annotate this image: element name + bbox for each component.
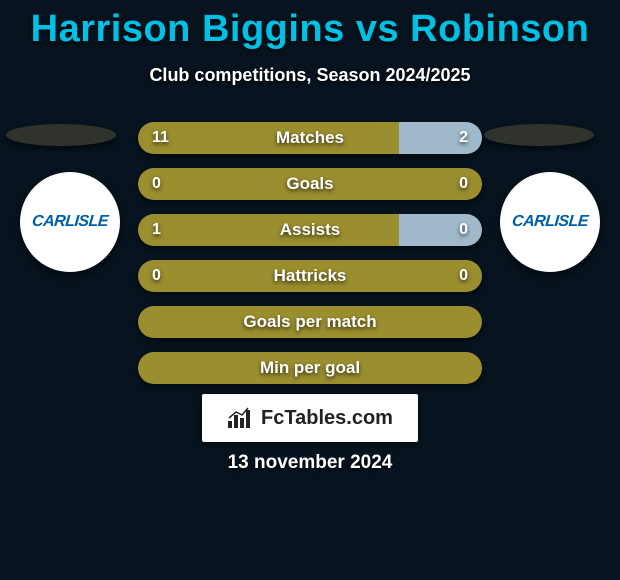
stat-value-right: 0: [459, 168, 468, 200]
stat-row: Hattricks0 0: [138, 260, 482, 292]
stat-value-right: 0: [459, 260, 468, 292]
stat-row: Matches11 2: [138, 122, 482, 154]
comparison-title: Harrison Biggins vs Robinson: [0, 0, 620, 51]
brand-text: FcTables.com: [261, 407, 393, 430]
bar-chart-icon: [227, 407, 255, 429]
stat-value-left: 0: [152, 260, 161, 292]
stat-label: Hattricks: [138, 260, 482, 292]
stat-row: Assists1 0: [138, 214, 482, 246]
stat-row: Goals per match: [138, 306, 482, 338]
stat-value-left: 11: [152, 122, 169, 154]
club-badge-right: CARLISLE: [500, 172, 600, 272]
club-badge-right-label: CARLISLE: [511, 213, 589, 231]
brand-box: FcTables.com: [202, 394, 418, 442]
club-badge-left-label: CARLISLE: [31, 213, 109, 231]
stat-label: Goals per match: [138, 306, 482, 338]
comparison-subtitle: Club competitions, Season 2024/2025: [0, 65, 620, 86]
stat-label: Matches: [138, 122, 482, 154]
stat-value-right: 2: [459, 122, 468, 154]
stat-value-left: 0: [152, 168, 161, 200]
stat-label: Assists: [138, 214, 482, 246]
stats-container: Matches112Goals00Assists10Hattricks00Goa…: [138, 122, 482, 398]
stat-value-left: 1: [152, 214, 161, 246]
stat-row: Goals0 0: [138, 168, 482, 200]
stat-value-right: 0: [459, 214, 468, 246]
club-badge-left: CARLISLE: [20, 172, 120, 272]
stat-label: Goals: [138, 168, 482, 200]
stat-label: Min per goal: [138, 352, 482, 384]
player-left-shadow: [6, 124, 116, 146]
snapshot-date: 13 november 2024: [0, 452, 620, 474]
stat-row: Min per goal: [138, 352, 482, 384]
player-right-shadow: [484, 124, 594, 146]
